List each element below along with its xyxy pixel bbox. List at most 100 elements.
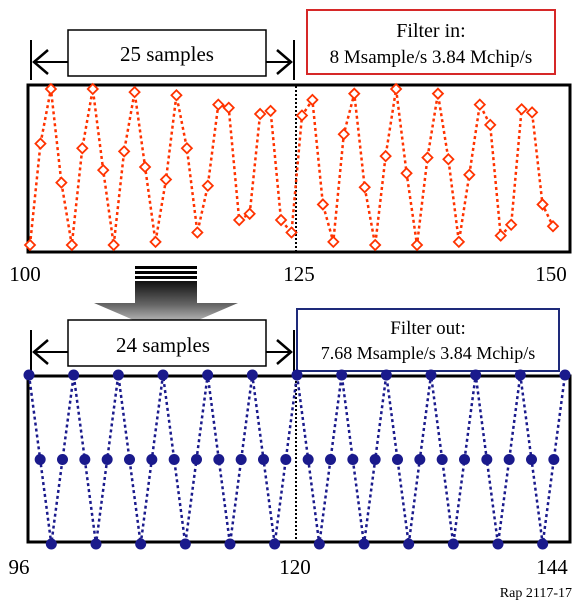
bottom-axis-end-label: 144 xyxy=(536,555,568,579)
bottom-sample-point xyxy=(548,454,560,465)
reference-label: Rap 2117-17 xyxy=(500,586,572,601)
bottom-sample-point xyxy=(459,454,470,465)
top-sample-point xyxy=(264,104,277,118)
bottom-sample-point xyxy=(168,454,180,465)
bottom-sample-point xyxy=(559,369,571,381)
bottom-sample-point xyxy=(79,454,91,465)
bottom-sample-point xyxy=(392,454,403,465)
top-axis-start-label: 100 xyxy=(9,262,41,286)
bottom-axis-mid-label: 120 xyxy=(279,555,311,579)
top-sample-point xyxy=(55,176,68,189)
top-sample-point xyxy=(421,151,434,164)
bottom-sample-point xyxy=(325,454,336,465)
top-sample-point xyxy=(86,82,100,96)
bottom-sample-point xyxy=(313,538,325,550)
top-sample-point xyxy=(96,163,110,177)
top-plot-frame xyxy=(26,83,572,254)
bottom-sample-point xyxy=(68,369,80,381)
bottom-filter-title: Filter out: xyxy=(390,318,465,339)
top-sample-point xyxy=(410,238,424,252)
top-sample-point xyxy=(316,198,330,211)
top-sample-point xyxy=(400,166,413,180)
top-sample-point xyxy=(159,173,173,186)
bottom-sample-point xyxy=(514,369,526,381)
top-sample-point xyxy=(389,82,403,96)
top-sample-point xyxy=(358,181,371,194)
bottom-sample-point xyxy=(403,538,415,550)
top-sample-point xyxy=(525,106,539,119)
top-sample-point xyxy=(212,98,225,111)
bottom-sample-point xyxy=(45,538,57,550)
top-sample-point xyxy=(546,220,560,233)
top-sample-point xyxy=(463,168,476,182)
bottom-sample-point xyxy=(179,538,191,550)
top-sample-point xyxy=(117,145,131,158)
bottom-sample-point xyxy=(492,538,504,550)
top-sample-point xyxy=(327,235,340,249)
bottom-sample-point xyxy=(526,454,537,465)
bottom-sample-point xyxy=(336,369,348,381)
bottom-sample-point xyxy=(146,454,158,465)
top-sample-point xyxy=(494,229,507,242)
bottom-axis-start-label: 96 xyxy=(9,555,30,579)
top-sample-point xyxy=(368,238,382,252)
top-sample-point xyxy=(536,198,549,211)
bottom-sample-point xyxy=(447,538,459,550)
bottom-sample-point xyxy=(269,538,281,550)
bottom-sample-point xyxy=(213,454,225,465)
bottom-sample-point xyxy=(503,454,515,465)
top-sample-point xyxy=(515,103,528,116)
bottom-filter-detail: 7.68 Msample/s 3.84 Mchip/s xyxy=(321,343,536,363)
top-sample-point xyxy=(44,82,58,96)
top-span-right-arrowhead xyxy=(276,49,293,75)
top-sample-point xyxy=(306,93,319,107)
bottom-filter-box xyxy=(296,308,560,372)
top-sample-point xyxy=(243,207,256,221)
top-sample-point xyxy=(149,235,162,249)
top-sample-point xyxy=(379,149,392,163)
top-panel: 25 samples Filter in: 8 Msample/s 3.84 M… xyxy=(9,9,572,286)
bottom-sample-point xyxy=(112,369,124,381)
top-sample-point xyxy=(295,109,309,122)
bottom-sample-point xyxy=(202,369,214,381)
top-sample-point xyxy=(347,87,361,100)
bottom-sample-point xyxy=(481,454,493,465)
bottom-sample-point xyxy=(347,454,359,465)
bottom-sample-point xyxy=(135,538,147,550)
filter-transition-arrow xyxy=(94,266,238,334)
bottom-sample-point xyxy=(436,454,448,465)
bottom-span-label-box xyxy=(67,319,267,367)
top-sample-point xyxy=(128,85,141,99)
bottom-sample-point xyxy=(246,369,258,381)
top-sample-point xyxy=(483,118,497,132)
top-axis-end-label: 150 xyxy=(535,262,567,286)
bottom-sample-point xyxy=(34,454,46,465)
top-span-label-box xyxy=(67,29,267,77)
bottom-sample-point xyxy=(369,454,381,465)
top-sample-point xyxy=(274,213,288,227)
top-filter-detail: 8 Msample/s 3.84 Mchip/s xyxy=(330,47,533,68)
bottom-sample-point xyxy=(157,369,169,381)
top-sample-point xyxy=(76,142,89,155)
top-sample-point xyxy=(191,226,204,239)
bottom-sample-point xyxy=(537,538,549,550)
top-sample-point xyxy=(232,213,246,227)
top-sample-point xyxy=(180,142,194,155)
bottom-sample-point xyxy=(124,454,135,465)
bottom-sample-point xyxy=(291,369,303,381)
top-sample-point xyxy=(107,238,120,252)
top-sample-point xyxy=(170,88,183,102)
bottom-sample-point xyxy=(258,454,269,465)
top-filter-title: Filter in: xyxy=(396,20,465,42)
bottom-sample-point xyxy=(101,454,113,465)
bottom-sample-point xyxy=(235,454,247,465)
bottom-sample-point xyxy=(302,454,314,465)
bottom-sample-point xyxy=(358,538,370,550)
top-sample-point xyxy=(337,127,351,141)
top-series-line xyxy=(28,88,555,246)
top-sample-point xyxy=(253,107,267,121)
bottom-span-left-arrowhead xyxy=(32,339,49,365)
bottom-sample-point xyxy=(57,454,68,465)
top-sample-point xyxy=(285,226,298,239)
